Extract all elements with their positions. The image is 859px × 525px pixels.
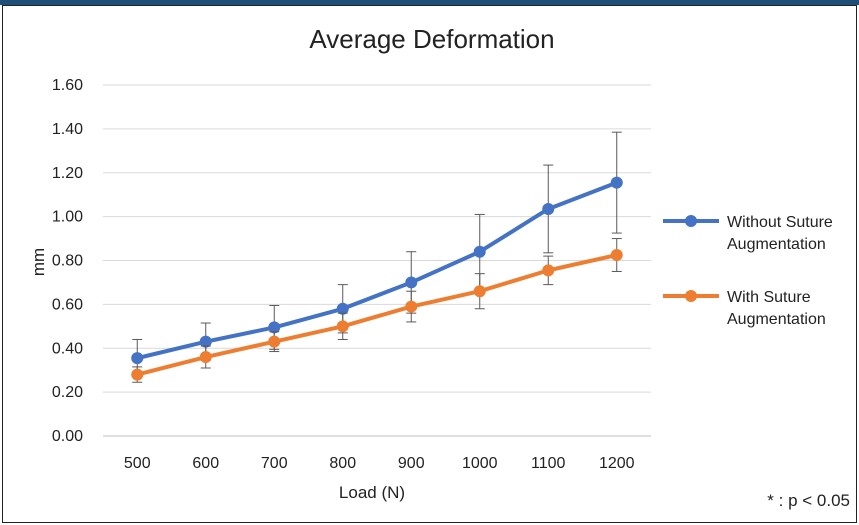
data-point (199, 351, 212, 364)
y-axis-label: mm (29, 248, 48, 276)
data-point (336, 320, 349, 333)
y-tick-label: 1.40 (52, 121, 83, 138)
x-tick-label: 500 (124, 455, 151, 472)
data-point (542, 264, 555, 277)
x-axis-label: Load (N) (339, 483, 405, 502)
legend-label: Augmentation (727, 236, 826, 253)
y-tick-label: 0.80 (52, 253, 83, 270)
y-tick-label: 0.60 (52, 296, 83, 313)
data-point (405, 300, 418, 313)
y-tick-label: 0.40 (52, 340, 83, 357)
data-point (268, 335, 281, 348)
legend-swatch-marker (685, 290, 697, 302)
y-tick-label: 0.20 (52, 384, 83, 401)
legend-swatch-marker (685, 215, 697, 227)
data-point (610, 249, 623, 262)
data-point (405, 276, 418, 289)
y-tick-label: 1.60 (52, 77, 83, 94)
x-tick-label: 1200 (599, 455, 635, 472)
gridlines (103, 84, 651, 437)
y-tick-label: 1.20 (52, 165, 83, 182)
data-point (199, 335, 212, 348)
chart-border (2, 5, 857, 523)
legend-item-1: Without Suture Augmentation (663, 214, 833, 253)
legend-label: With Suture (727, 289, 811, 306)
series-line (136, 253, 618, 377)
data-point (542, 202, 555, 215)
data-point (268, 321, 281, 334)
x-tick-label: 600 (192, 455, 219, 472)
y-tick-labels: 0.00 0.20 0.40 0.60 0.80 1.00 1.20 1.40 1.60 (52, 77, 83, 445)
data-point (610, 176, 623, 189)
legend-label: Augmentation (727, 311, 826, 328)
series-1 (131, 131, 623, 378)
legend-item-2: With Suture Augmentation (663, 289, 826, 328)
y-tick-label: 0.00 (52, 428, 83, 445)
x-tick-labels: 500 600 700 800 900 1000 1100 1200 (124, 455, 635, 472)
series-line (136, 180, 618, 361)
y-tick-label: 1.00 (52, 209, 83, 226)
data-point (473, 245, 486, 258)
x-tick-label: 700 (261, 455, 288, 472)
top-bar (0, 0, 859, 5)
chart-title: Average Deformation (309, 24, 554, 54)
data-point (131, 368, 144, 381)
data-point (336, 302, 349, 315)
legend-label: Without Suture (727, 214, 833, 231)
data-point (131, 352, 144, 365)
x-tick-label: 1000 (462, 455, 498, 472)
series-group (131, 131, 623, 383)
x-tick-label: 900 (398, 455, 425, 472)
series-2 (131, 238, 623, 383)
data-point (473, 285, 486, 298)
legend: Without Suture Augmentation With Suture Aug… (663, 214, 833, 328)
x-tick-label: 1100 (531, 455, 566, 472)
significance-note: * : p < 0.05 (767, 491, 850, 510)
x-tick-label: 800 (329, 455, 356, 472)
